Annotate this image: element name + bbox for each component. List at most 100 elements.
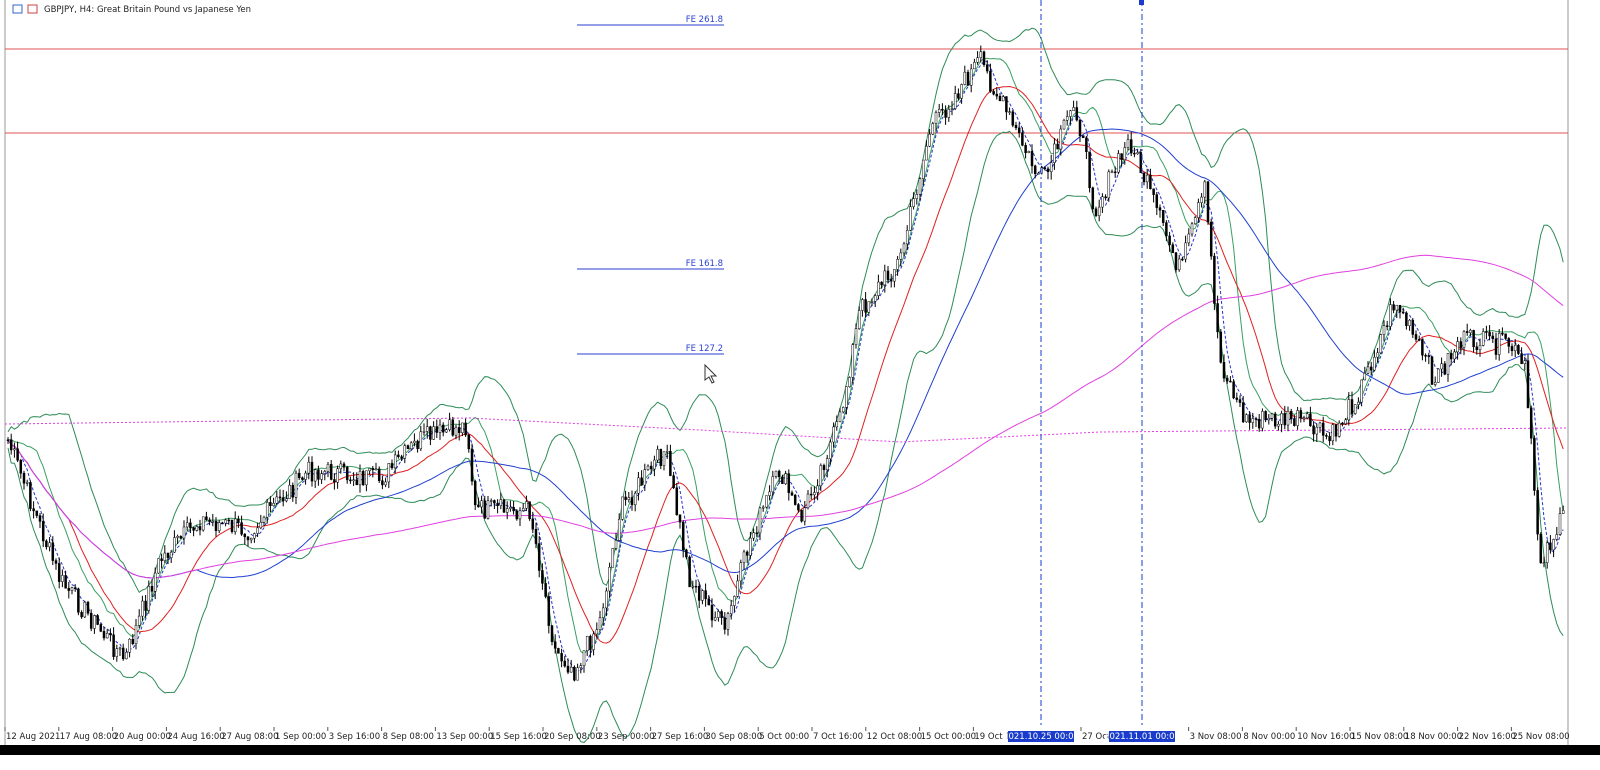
- candle-body: [557, 648, 560, 654]
- fibo-label: FE 161.8: [686, 259, 723, 269]
- candle-body: [483, 500, 487, 519]
- candle-body: [93, 615, 96, 629]
- time-label: 3 Sep 16:00: [329, 732, 380, 742]
- icon[interactable]: [12, 4, 23, 14]
- candle-body: [345, 467, 349, 481]
- candle-body: [22, 472, 26, 484]
- candle-body: [496, 502, 499, 506]
- time-label: 17 Aug 08:00: [60, 732, 117, 742]
- candle-body: [822, 465, 826, 471]
- status-bar: [0, 745, 1600, 755]
- candle-body: [1443, 363, 1447, 375]
- candle-body: [1216, 303, 1219, 333]
- candle-body: [29, 482, 32, 509]
- fibo-expansion[interactable]: FE 261.8 FE 161.8 FE 127.2: [577, 15, 724, 355]
- candle-body: [115, 648, 119, 657]
- candle-body: [521, 508, 525, 511]
- candle-body: [771, 476, 775, 493]
- candle-body: [736, 580, 739, 597]
- candle-body: [694, 585, 698, 588]
- candle-body: [566, 665, 570, 673]
- candle-body: [1072, 107, 1075, 112]
- candle-body: [371, 468, 375, 471]
- candle-body: [1424, 354, 1427, 357]
- candle-body: [6, 439, 10, 442]
- candle-body: [992, 91, 995, 95]
- candle-body: [1334, 424, 1338, 437]
- candle-body: [397, 454, 400, 458]
- candle-body: [150, 586, 154, 592]
- icon[interactable]: [27, 4, 38, 14]
- candle-body: [1129, 139, 1133, 154]
- candle-body: [1267, 417, 1271, 421]
- candle-body: [1104, 196, 1107, 199]
- candle-body: [605, 590, 608, 609]
- candle-body: [448, 419, 451, 430]
- candle-body: [873, 295, 877, 302]
- candle-body: [269, 502, 272, 506]
- line-handle[interactable]: [1139, 0, 1144, 5]
- candle-body: [1209, 221, 1213, 257]
- candle-body: [1049, 162, 1053, 172]
- candle-body: [518, 510, 522, 520]
- candle-body: [102, 631, 106, 639]
- candle-body: [829, 441, 832, 459]
- candle-body: [976, 57, 979, 63]
- candle-body: [224, 519, 227, 524]
- candle-body: [256, 527, 259, 534]
- candle-body: [499, 499, 503, 506]
- candle-body: [864, 299, 867, 313]
- candle-body: [867, 301, 871, 313]
- candle-body: [1059, 128, 1063, 150]
- candle-body: [1401, 311, 1405, 314]
- time-label: 12 Oct 08:00: [867, 732, 922, 742]
- candle-body: [845, 386, 848, 408]
- candle-body: [1328, 436, 1331, 442]
- time-label: 30 Sep 08:00: [705, 732, 762, 742]
- candle-body: [1200, 196, 1203, 203]
- candle-body: [1053, 143, 1056, 163]
- candle-body: [237, 518, 240, 523]
- time-label: 15 Nov 08:00: [1351, 732, 1408, 742]
- candle-body: [493, 500, 496, 504]
- candle-body: [806, 493, 810, 509]
- candle-body: [781, 476, 784, 484]
- candle-body: [1552, 539, 1555, 551]
- candle-body: [1081, 135, 1085, 139]
- candle-body: [790, 492, 794, 496]
- candle-body: [931, 123, 935, 135]
- candle-body: [768, 491, 771, 496]
- candle-body: [217, 522, 221, 531]
- candle-body: [576, 667, 579, 681]
- candle-body: [870, 301, 874, 303]
- candle-body: [1315, 426, 1319, 435]
- candle-body: [457, 427, 461, 433]
- candle-body: [601, 607, 605, 618]
- candle-body: [656, 449, 659, 461]
- candle-body: [541, 570, 544, 584]
- candle-body: [921, 159, 925, 179]
- candle-body: [265, 502, 269, 518]
- candle-body: [1344, 419, 1347, 425]
- candle-body: [1155, 194, 1159, 208]
- candle-body: [413, 440, 416, 444]
- candle-body: [80, 612, 83, 618]
- candle-body: [1056, 143, 1059, 150]
- candle-body: [35, 510, 39, 516]
- candle-body: [477, 504, 480, 508]
- candle-body: [1296, 410, 1299, 426]
- candle-body: [1555, 534, 1559, 540]
- candle-body: [195, 526, 199, 531]
- candle-body: [160, 558, 163, 561]
- candle-body: [230, 519, 234, 532]
- candle-body: [1190, 223, 1194, 235]
- candle-body: [621, 496, 624, 520]
- time-highlight: 2021.10.25 00:00: [1003, 732, 1079, 742]
- candle-body: [189, 522, 192, 528]
- candle-body: [451, 419, 455, 436]
- candle-body: [1437, 368, 1440, 383]
- candle-body: [310, 461, 314, 482]
- candle-body: [1360, 379, 1363, 403]
- candle-body: [1517, 345, 1520, 354]
- candle-body: [470, 448, 474, 482]
